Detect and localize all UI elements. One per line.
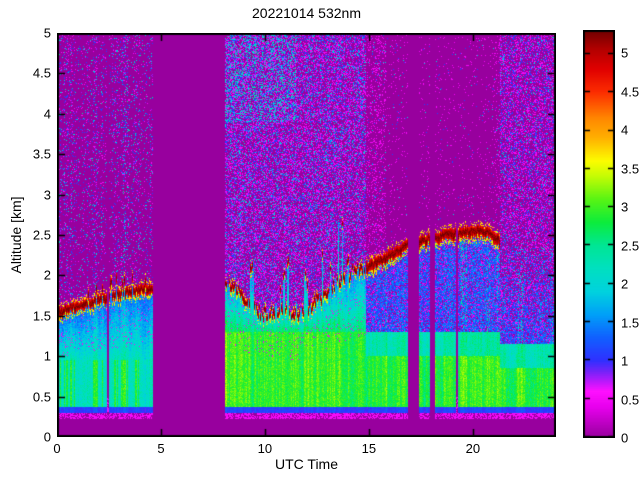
colorbar-tick-label: 3.5 — [621, 161, 640, 177]
y-tick-label: 1.5 — [32, 308, 51, 324]
colorbar-tick-label: 5 — [621, 45, 629, 61]
colorbar-tick-label: 1 — [621, 353, 629, 369]
colorbar-tick-label: 2 — [621, 276, 629, 292]
x-tick-label: 10 — [257, 441, 273, 456]
colorbar-tick-label: 1.5 — [621, 315, 640, 331]
colorbar-canvas — [583, 30, 615, 438]
x-tick-label: 20 — [465, 441, 481, 456]
x-tick-label: 0 — [53, 441, 61, 456]
y-tick-label: 4.5 — [32, 65, 51, 81]
colorbar-tick-label: 4.5 — [621, 84, 640, 100]
colorbar-tick-label: 2.5 — [621, 238, 640, 254]
y-tick-label: 2 — [43, 267, 51, 283]
x-tick-label: 5 — [157, 441, 165, 456]
y-tick-label: 3 — [43, 187, 51, 203]
y-tick-label: 4 — [43, 106, 51, 122]
chart-title: 20221014 532nm — [252, 5, 361, 21]
x-axis-label: UTC Time — [275, 456, 338, 472]
y-tick-label: 2.5 — [32, 227, 51, 243]
y-tick-label: 3.5 — [32, 146, 51, 162]
heatmap-canvas — [57, 33, 556, 437]
colorbar-tick-label: 3 — [621, 199, 629, 215]
y-tick-label: 0 — [43, 429, 51, 445]
colorbar-tick-label: 0.5 — [621, 392, 640, 407]
y-tick-label: 1 — [43, 348, 51, 364]
y-tick-label: 5 — [43, 25, 51, 41]
colorbar-tick-label: 0 — [621, 430, 629, 446]
y-tick-label: 0.5 — [32, 389, 51, 405]
colorbar-tick-label: 4 — [621, 122, 629, 138]
x-tick-label: 15 — [361, 441, 377, 456]
